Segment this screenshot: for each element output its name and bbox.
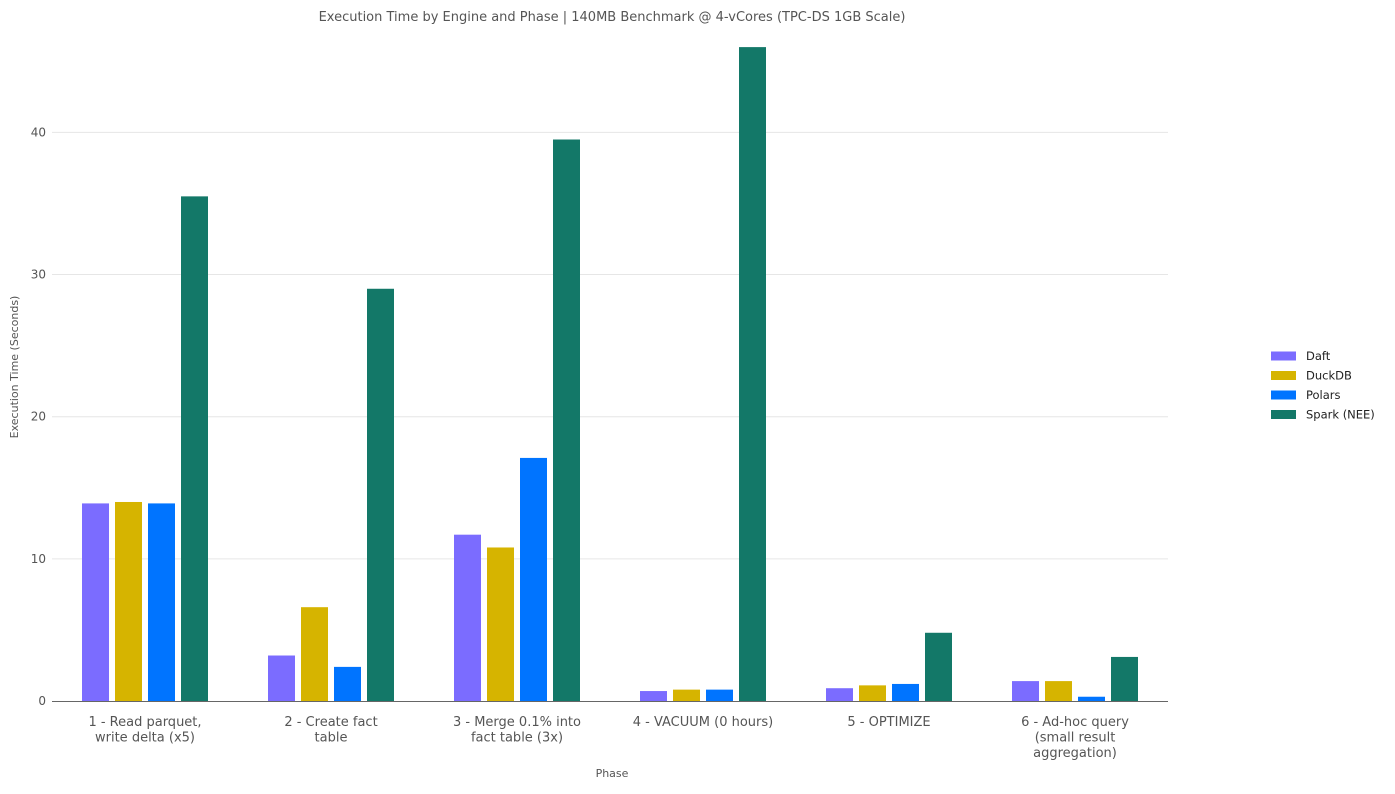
legend-swatch (1271, 390, 1296, 400)
y-tick-label: 30 (31, 268, 46, 282)
bar-polars (520, 457, 547, 701)
bar-polars (148, 503, 175, 701)
gridlines (52, 131, 1168, 560)
bar-daft (268, 655, 295, 701)
bar-daft (1012, 681, 1039, 701)
y-axis-label: Execution Time (Seconds) (8, 296, 21, 439)
x-tick-label: 2 - Create fact (284, 715, 377, 730)
legend-label: Polars (1306, 388, 1341, 402)
chart-title: Execution Time by Engine and Phase | 140… (319, 10, 906, 25)
bar-polars (892, 683, 919, 701)
bar-polars (706, 689, 733, 701)
x-tick-label: write delta (x5) (95, 731, 195, 746)
y-tick-label: 40 (31, 125, 46, 139)
x-tick-label: 4 - VACUUM (0 hours) (633, 715, 774, 730)
x-tick-label: (small result (1035, 731, 1116, 746)
y-tick-label: 10 (31, 552, 46, 566)
legend: Daft DuckDB Polars Spark (NEE) (1271, 349, 1375, 422)
bar-polars (1078, 696, 1105, 701)
bar-daft (640, 691, 667, 701)
bar-spark-nee (181, 196, 208, 701)
bar-duckdb (487, 547, 514, 701)
bar-duckdb (859, 685, 886, 701)
legend-swatch (1271, 351, 1296, 361)
x-tick-label: 1 - Read parquet, (88, 715, 201, 730)
legend-label: Spark (NEE) (1306, 408, 1375, 422)
legend-label: DuckDB (1306, 369, 1352, 383)
bar-daft (82, 503, 109, 701)
x-tick-label: 6 - Ad-hoc query (1021, 715, 1129, 730)
y-tick-label: 20 (31, 410, 46, 424)
bar-spark-nee (367, 288, 394, 701)
bar-polars (334, 666, 361, 701)
bar-daft (454, 534, 481, 701)
bar-spark-nee (1111, 656, 1138, 701)
bar-daft (826, 688, 853, 701)
bar-duckdb (115, 501, 142, 701)
x-tick-labels: 1 - Read parquet,write delta (x5) 2 - Cre… (88, 715, 1129, 761)
legend-swatch (1271, 410, 1296, 419)
bars (82, 47, 1138, 701)
legend-label: Daft (1306, 349, 1331, 363)
bar-spark-nee (553, 139, 580, 701)
x-axis-label: Phase (596, 767, 629, 780)
x-tick-label: fact table (3x) (471, 731, 563, 746)
bar-duckdb (301, 607, 328, 701)
x-tick-label: 5 - OPTIMIZE (847, 715, 930, 730)
legend-swatch (1271, 371, 1296, 380)
bar-spark-nee (925, 632, 952, 701)
bar-spark-nee (739, 47, 766, 701)
x-tick-label: aggregation) (1033, 746, 1117, 761)
x-tick-label: table (315, 731, 348, 746)
bar-duckdb (1045, 681, 1072, 701)
bar-duckdb (673, 689, 700, 701)
y-tick-labels: 0 10 20 30 40 (31, 125, 46, 708)
y-tick-label: 0 (38, 694, 46, 708)
x-tick-label: 3 - Merge 0.1% into (453, 715, 581, 730)
